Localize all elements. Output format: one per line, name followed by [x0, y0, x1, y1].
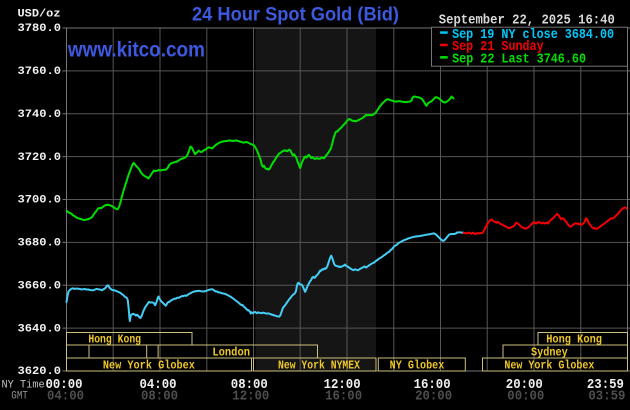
svg-text:3640.0: 3640.0	[18, 323, 62, 335]
svg-text:3680.0: 3680.0	[18, 238, 62, 250]
svg-text:Sydney: Sydney	[531, 346, 568, 359]
svg-text:08:00: 08:00	[231, 378, 268, 393]
svg-text:3780.0: 3780.0	[18, 23, 62, 35]
svg-text:08:00: 08:00	[141, 390, 178, 405]
svg-text:September 22, 2025 16:40: September 22, 2025 16:40	[439, 13, 615, 29]
svg-text:20:00: 20:00	[506, 378, 543, 393]
svg-text:Hong Kong: Hong Kong	[88, 333, 141, 346]
svg-text:Sep 21 Sunday: Sep 21 Sunday	[452, 39, 544, 55]
svg-text:3620.0: 3620.0	[18, 366, 62, 378]
svg-text:New York NYMEX: New York NYMEX	[278, 359, 360, 372]
svg-text:16:00: 16:00	[414, 378, 451, 393]
svg-text:USD/oz: USD/oz	[18, 8, 61, 20]
svg-text:23:59: 23:59	[587, 378, 624, 393]
svg-text:NY Globex: NY Globex	[390, 359, 445, 372]
svg-text:3660.0: 3660.0	[18, 280, 62, 292]
svg-text:Hong Kong: Hong Kong	[546, 333, 602, 346]
svg-text:00:00: 00:00	[507, 390, 544, 405]
svg-text:GMT: GMT	[11, 391, 28, 403]
svg-text:04:00: 04:00	[47, 390, 84, 405]
svg-text:04:00: 04:00	[140, 378, 177, 393]
svg-text:London: London	[212, 346, 250, 359]
svg-text:3700.0: 3700.0	[18, 195, 62, 207]
svg-text:Sep 19 NY close 3684.00: Sep 19 NY close 3684.00	[452, 27, 614, 43]
svg-text:www.kitco.com: www.kitco.com	[67, 37, 205, 61]
svg-text:3760.0: 3760.0	[18, 66, 62, 78]
svg-text:Sep 22 Last 3746.60: Sep 22 Last 3746.60	[452, 52, 586, 68]
svg-text:00:00: 00:00	[46, 378, 83, 393]
svg-text:12:00: 12:00	[232, 390, 269, 405]
svg-text:NY Time: NY Time	[2, 379, 45, 391]
svg-text:3720.0: 3720.0	[18, 152, 62, 164]
svg-text:24 Hour Spot Gold (Bid): 24 Hour Spot Gold (Bid)	[192, 4, 399, 26]
svg-text:12:00: 12:00	[324, 378, 361, 393]
svg-text:3740.0: 3740.0	[18, 109, 62, 121]
svg-text:New York Globex: New York Globex	[504, 359, 594, 372]
svg-text:New York Globex: New York Globex	[103, 359, 195, 372]
svg-text:16:00: 16:00	[325, 390, 362, 405]
svg-text:03:59: 03:59	[588, 390, 625, 405]
svg-text:20:00: 20:00	[415, 390, 452, 405]
